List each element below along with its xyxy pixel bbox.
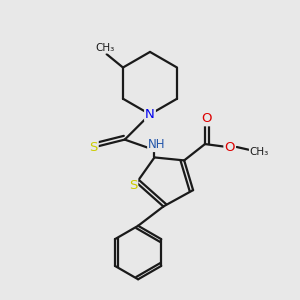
Text: S: S xyxy=(89,140,98,154)
Text: CH₃: CH₃ xyxy=(95,43,115,52)
Text: O: O xyxy=(202,112,212,125)
Text: N: N xyxy=(145,108,155,121)
Text: NH: NH xyxy=(148,138,166,151)
Text: S: S xyxy=(129,178,137,192)
Text: CH₃: CH₃ xyxy=(250,147,269,157)
Text: O: O xyxy=(224,140,235,154)
